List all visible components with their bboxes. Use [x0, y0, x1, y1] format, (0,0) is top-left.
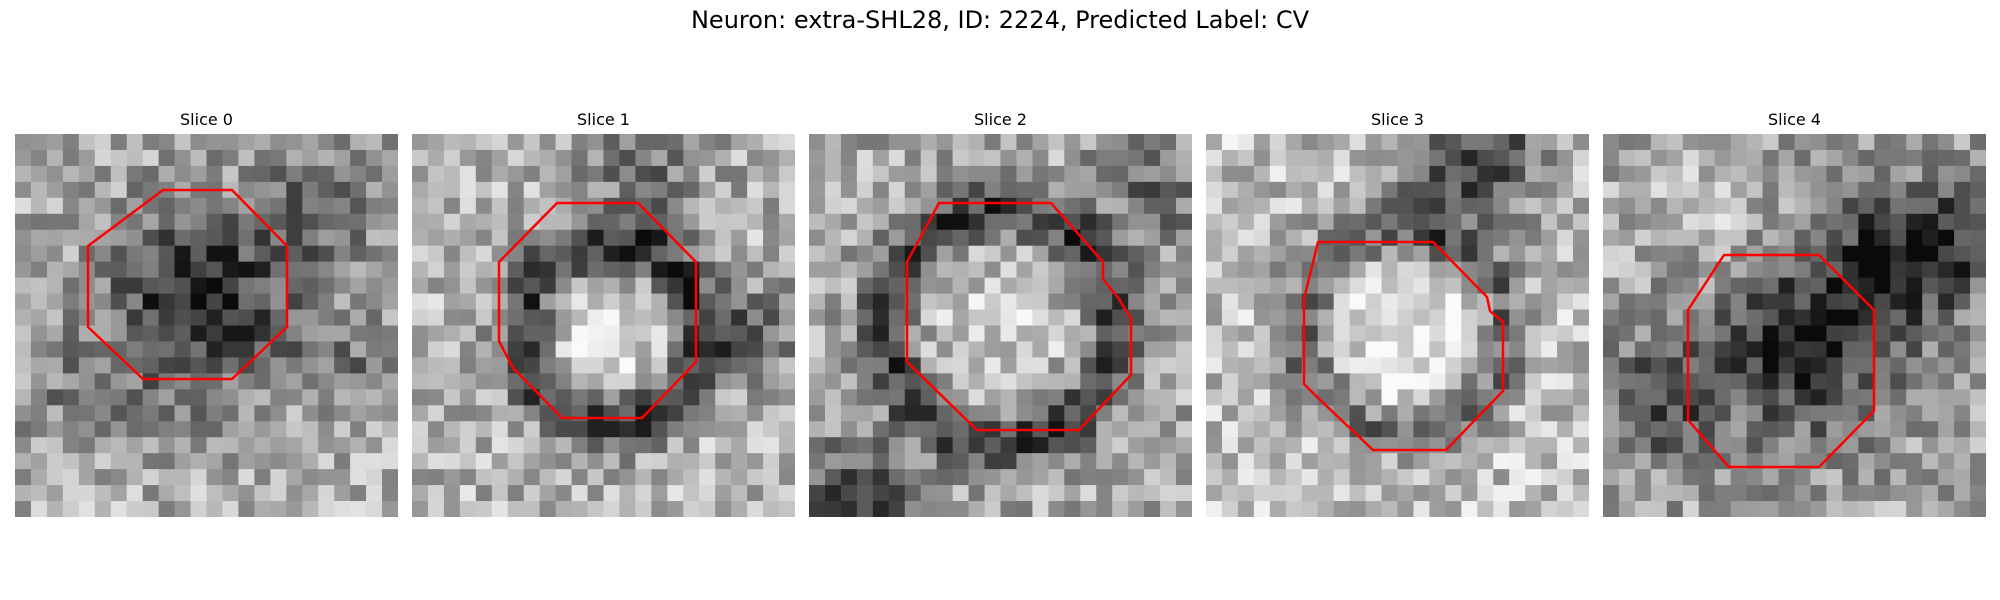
- slice-image-0: [15, 134, 398, 517]
- slice-image-3: [1206, 134, 1589, 517]
- slice-title-4: Slice 4: [1768, 110, 1821, 129]
- pixel-grid-2: [809, 134, 1192, 517]
- slice-image-1: [412, 134, 795, 517]
- slice-title-2: Slice 2: [974, 110, 1027, 129]
- slice-panel-4: Slice 4: [1603, 108, 1986, 517]
- segmentation-contour-4: [1686, 253, 1876, 469]
- figure-title: Neuron: extra-SHL28, ID: 2224, Predicted…: [690, 6, 1310, 34]
- slice-title-1: Slice 1: [577, 110, 630, 129]
- slice-panel-0: Slice 0: [15, 108, 398, 517]
- segmentation-contour-2: [905, 201, 1133, 432]
- pixel-grid-3: [1206, 134, 1589, 517]
- slice-title-3: Slice 3: [1371, 110, 1424, 129]
- slice-image-2: [809, 134, 1192, 517]
- segmentation-contour-0: [86, 188, 289, 381]
- pixel-grid-4: [1603, 134, 1986, 517]
- slice-panel-1: Slice 1: [412, 108, 795, 517]
- slice-title-0: Slice 0: [180, 110, 233, 129]
- slice-panel-3: Slice 3: [1206, 108, 1589, 517]
- pixel-grid-1: [412, 134, 795, 517]
- pixel-grid-0: [15, 134, 398, 517]
- segmentation-contour-1: [497, 201, 698, 420]
- slice-panel-2: Slice 2: [809, 108, 1192, 517]
- segmentation-contour-3: [1302, 240, 1505, 452]
- slice-image-4: [1603, 134, 1986, 517]
